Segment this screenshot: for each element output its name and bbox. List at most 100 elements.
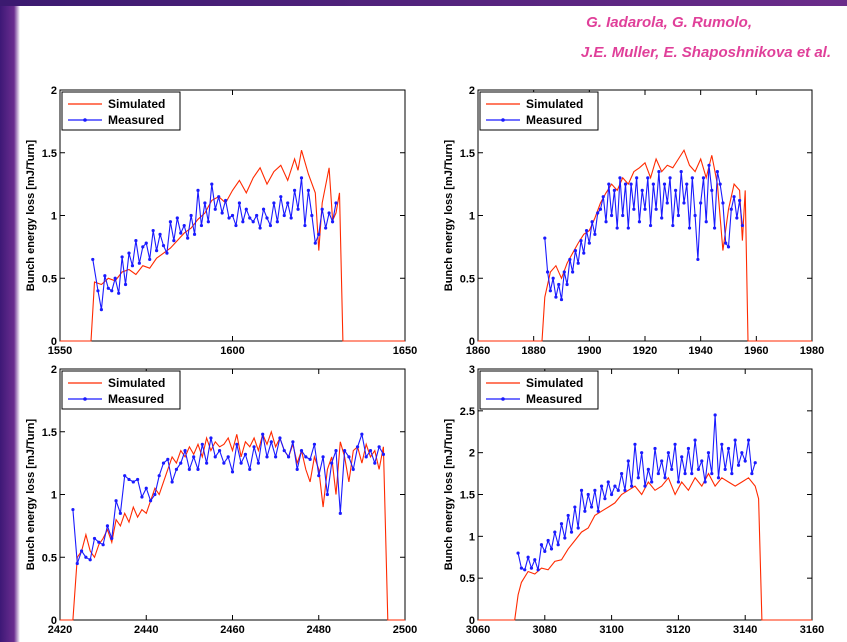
data-point-measured xyxy=(579,239,583,243)
data-point-measured xyxy=(148,499,153,503)
data-point-measured xyxy=(330,220,335,224)
data-point-measured xyxy=(227,216,231,220)
data-point-measured xyxy=(643,207,647,211)
data-point-measured xyxy=(519,566,524,570)
data-point-measured xyxy=(593,488,597,492)
data-point-measured xyxy=(576,261,580,265)
data-point-measured xyxy=(707,163,711,167)
data-point-measured xyxy=(140,495,144,499)
x-tick-label: 1960 xyxy=(744,345,768,357)
legend-label-measured: Measured xyxy=(108,113,164,127)
data-point-measured xyxy=(282,448,286,453)
x-tick-label: 1940 xyxy=(688,345,712,357)
data-point-measured xyxy=(310,213,314,218)
x-tick-label: 1860 xyxy=(466,345,490,357)
data-point-measured xyxy=(189,213,193,218)
data-point-measured xyxy=(327,211,331,215)
x-tick-label: 3080 xyxy=(533,624,557,636)
data-point-measured xyxy=(607,182,611,186)
data-point-measured xyxy=(573,249,578,253)
data-point-measured xyxy=(623,488,627,492)
data-point-measured xyxy=(373,461,377,465)
data-point-measured xyxy=(105,524,110,528)
data-point-measured xyxy=(556,543,560,547)
data-point-measured xyxy=(275,220,279,224)
data-point-measured xyxy=(99,308,103,312)
data-point-measured xyxy=(718,182,722,186)
x-tick-label: 1880 xyxy=(521,345,545,357)
data-point-measured xyxy=(557,282,561,287)
data-point-measured xyxy=(753,461,757,465)
legend: Simulated Measured xyxy=(479,91,599,131)
data-point-measured xyxy=(261,207,266,211)
axes-box xyxy=(477,368,813,621)
data-point-measured xyxy=(573,505,577,509)
data-point-measured xyxy=(299,176,304,180)
x-tick-label: 2420 xyxy=(48,624,72,636)
data-point-measured xyxy=(157,474,161,478)
data-point-measured xyxy=(643,484,647,488)
data-point-measured xyxy=(616,488,620,492)
data-point-measured xyxy=(364,455,368,459)
x-tick-label: 1980 xyxy=(800,345,824,357)
data-point-measured xyxy=(746,438,751,442)
data-point-measured xyxy=(724,241,728,245)
data-point-measured xyxy=(268,223,273,228)
data-point-measured xyxy=(690,176,694,180)
data-point-measured xyxy=(295,467,299,471)
data-point-measured xyxy=(712,226,717,230)
data-point-measured xyxy=(640,188,644,192)
data-point-measured xyxy=(97,540,101,544)
data-point-measured xyxy=(230,470,235,474)
data-point-measured xyxy=(291,440,295,444)
data-point-measured xyxy=(127,251,131,255)
x-tick-label: 3100 xyxy=(599,624,623,636)
x-tick-label: 3120 xyxy=(666,624,690,636)
legend-marker xyxy=(83,118,87,122)
plot-area xyxy=(478,413,812,621)
data-point-measured xyxy=(543,236,547,240)
data-point-measured xyxy=(686,446,691,451)
data-point-measured xyxy=(618,176,622,180)
data-point-measured xyxy=(690,471,694,476)
data-point-measured xyxy=(565,282,569,287)
plot-area xyxy=(478,148,812,342)
data-point-measured xyxy=(209,436,213,440)
data-point-measured xyxy=(161,461,166,465)
data-point-measured xyxy=(103,274,107,278)
data-point-measured xyxy=(71,507,75,512)
y-tick-label: 0 xyxy=(51,336,57,348)
chart-panel-1: 0 0.5 1 1.5 2 1550 1600 1650 Bunch energy loss [… xyxy=(25,85,417,357)
data-point-measured xyxy=(312,442,317,446)
x-tick-label: 2480 xyxy=(307,624,331,636)
data-point-measured xyxy=(629,182,633,186)
chart-panel-3: 0 0.5 1 1.5 2 2420 2440 2460 2480 2500 Bunch energ… xyxy=(25,364,417,636)
legend: Simulated Measured xyxy=(479,370,599,410)
data-point-measured xyxy=(130,264,135,268)
y-tick-label: 2 xyxy=(469,448,475,460)
data-point-measured xyxy=(533,558,537,562)
data-point-measured xyxy=(687,226,692,230)
y-axis-label: Bunch energy loss [mJ/Turn] xyxy=(443,139,455,291)
data-point-measured xyxy=(306,188,310,192)
data-point-measured xyxy=(721,201,725,205)
data-point-measured xyxy=(222,461,226,465)
data-point-measured xyxy=(203,201,207,205)
data-point-measured xyxy=(244,207,248,211)
y-tick-label: 1.5 xyxy=(460,148,475,160)
data-point-measured xyxy=(101,543,105,547)
plot-area xyxy=(60,150,405,342)
data-point-measured xyxy=(243,452,248,456)
data-point-measured xyxy=(676,213,681,218)
data-point-measured xyxy=(646,467,650,471)
data-point-measured xyxy=(113,276,117,280)
data-point-measured xyxy=(603,497,607,501)
data-point-measured xyxy=(237,201,241,205)
data-point-measured xyxy=(674,188,678,192)
data-point-measured xyxy=(200,442,204,446)
data-point-measured xyxy=(274,455,278,459)
y-tick-label: 1 xyxy=(51,211,57,223)
data-point-measured xyxy=(735,216,739,220)
data-point-measured xyxy=(134,239,138,243)
legend-label-simulated: Simulated xyxy=(108,376,165,390)
